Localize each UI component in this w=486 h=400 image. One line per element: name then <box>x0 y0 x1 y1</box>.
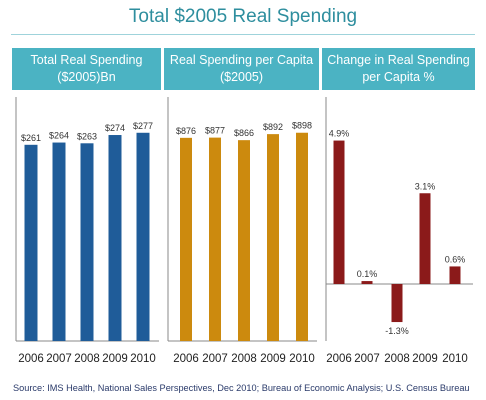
panel-header-line: ($2005) <box>219 70 264 84</box>
data-label: $892 <box>263 122 283 132</box>
bar <box>136 132 150 341</box>
data-label: 4.9% <box>329 129 350 139</box>
x-tick-label: 2010 <box>442 353 468 365</box>
panel-header-line: Change in Real Spending <box>327 53 470 67</box>
bar <box>80 143 94 341</box>
panel-header-change-percent: Change in Real Spending per Capita % <box>322 48 475 90</box>
bar <box>238 140 250 341</box>
bar <box>52 142 66 341</box>
data-label: 0.6% <box>445 254 466 264</box>
title-divider <box>11 34 475 35</box>
panel-header-total-spending: Total Real Spending ($2005)Bn <box>12 48 161 90</box>
panel-header-per-capita: Real Spending per Capita ($2005) <box>164 48 319 90</box>
bar <box>24 144 38 341</box>
data-label: $261 <box>21 133 41 143</box>
x-tick-label: 2009 <box>260 353 286 365</box>
panel-header-line: ($2005)Bn <box>57 70 116 84</box>
data-label: -1.3% <box>385 326 409 336</box>
data-label: $264 <box>49 131 69 141</box>
x-tick-label: 2008 <box>231 353 257 365</box>
bar <box>209 137 221 341</box>
x-tick-label: 2008 <box>74 353 100 365</box>
x-tick-label: 2007 <box>202 353 228 365</box>
bar <box>449 266 461 284</box>
source-note: Source: IMS Health, National Sales Persp… <box>13 383 470 393</box>
x-tick-label: 2010 <box>289 353 315 365</box>
data-label: $877 <box>205 126 225 136</box>
x-tick-label: 2006 <box>18 353 44 365</box>
x-tick-label: 2006 <box>326 353 352 365</box>
x-tick-label: 2007 <box>354 353 380 365</box>
data-label: $263 <box>77 131 97 141</box>
data-label: 0.1% <box>357 269 378 279</box>
bar <box>296 132 308 341</box>
data-label: 3.1% <box>415 181 436 191</box>
data-label: $866 <box>234 128 254 138</box>
panel-header-line: Total Real Spending <box>30 53 143 67</box>
data-label: $876 <box>176 126 196 136</box>
bar <box>267 134 279 341</box>
data-label: $898 <box>292 121 312 131</box>
bar <box>180 137 192 341</box>
panel-header-line: per Capita % <box>362 70 435 84</box>
bar <box>419 193 431 284</box>
data-label: $274 <box>105 123 125 133</box>
x-tick-label: 2008 <box>384 353 410 365</box>
data-label: $277 <box>133 121 153 131</box>
x-tick-label: 2010 <box>130 353 156 365</box>
x-tick-label: 2009 <box>412 353 438 365</box>
bar <box>108 135 122 341</box>
bar <box>391 284 403 323</box>
bar <box>361 281 373 284</box>
panel-header-line: Real Spending per Capita <box>169 53 314 67</box>
chart-title: Total $2005 Real Spending <box>128 6 358 27</box>
x-tick-label: 2009 <box>102 353 128 365</box>
bar <box>333 140 345 284</box>
x-tick-label: 2006 <box>173 353 199 365</box>
x-tick-label: 2007 <box>46 353 72 365</box>
